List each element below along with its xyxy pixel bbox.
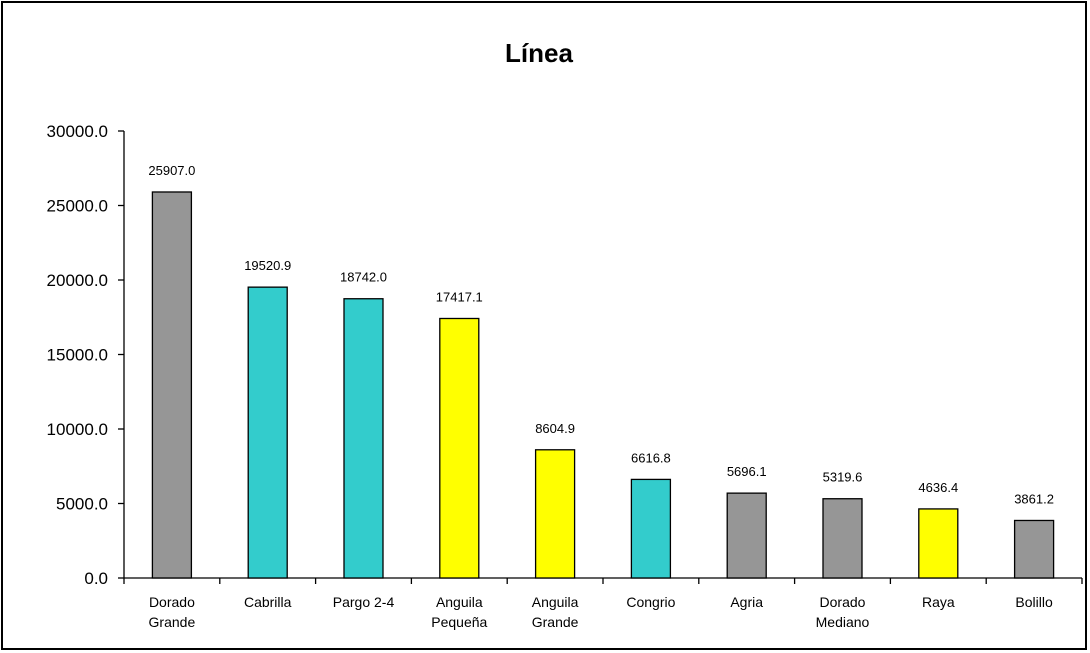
category-label-line: Dorado (149, 594, 195, 610)
data-labels: 25907.0 19520.9 18742.0 17417.1 8604.9 6616.8… (148, 163, 1054, 506)
category-label: Anguila Grande (532, 594, 579, 630)
bars (151, 191, 1055, 579)
bar (822, 498, 863, 579)
bar (439, 317, 480, 579)
category-label-line: Bolillo (1015, 594, 1053, 610)
category-label-line: Dorado (820, 594, 866, 610)
category-label: Cabrilla (244, 594, 292, 610)
x-axis (123, 577, 1083, 584)
category-label-line: Anguila (436, 594, 483, 610)
data-label: 5696.1 (727, 464, 767, 479)
category-label-line: Raya (922, 594, 955, 610)
y-tick-label: 30000.0 (47, 122, 108, 141)
chart-title: Línea (505, 38, 573, 68)
data-label: 19520.9 (244, 258, 291, 273)
category-label-line: Grande (532, 614, 579, 630)
y-tick-label: 20000.0 (47, 271, 108, 290)
y-axis: 0.0 5000.0 10000.0 15000.0 20000.0 25000.0 300… (47, 122, 125, 588)
category-label: Agria (730, 594, 763, 610)
data-label: 5319.6 (823, 470, 863, 485)
category-label-line: Mediano (816, 614, 870, 630)
category-label: Congrio (626, 594, 675, 610)
category-labels: Dorado Grande Cabrilla Pargo 2-4 Anguila Pequ… (149, 594, 1053, 630)
category-label-line: Pargo 2-4 (333, 594, 395, 610)
category-label-line: Anguila (532, 594, 579, 610)
bar (534, 449, 576, 579)
y-tick-label: 5000.0 (56, 495, 108, 514)
data-label: 18742.0 (340, 270, 387, 285)
y-tick-label: 0.0 (84, 569, 108, 588)
category-label-line: Grande (149, 614, 196, 630)
bar (630, 478, 672, 579)
category-label-line: Cabrilla (244, 594, 292, 610)
bar (247, 286, 288, 579)
category-label: Anguila Pequeña (431, 594, 487, 630)
bar (726, 492, 767, 579)
y-tick-label: 10000.0 (47, 420, 108, 439)
category-label: Dorado Mediano (816, 594, 870, 630)
category-label-line: Pequeña (431, 614, 487, 630)
category-label-line: Congrio (626, 594, 675, 610)
bar (343, 298, 384, 579)
bar (1013, 519, 1055, 579)
category-label-line: Agria (730, 594, 763, 610)
data-label: 6616.8 (631, 450, 671, 465)
data-label: 4636.4 (918, 480, 958, 495)
category-label: Raya (922, 594, 955, 610)
category-label: Dorado Grande (149, 594, 196, 630)
y-tick-label: 15000.0 (47, 346, 108, 365)
category-label: Bolillo (1015, 594, 1053, 610)
y-tick-label: 25000.0 (47, 197, 108, 216)
data-label: 8604.9 (535, 421, 575, 436)
category-label: Pargo 2-4 (333, 594, 395, 610)
data-label: 25907.0 (148, 163, 195, 178)
bar (918, 508, 959, 579)
data-label: 17417.1 (436, 289, 483, 304)
data-label: 3861.2 (1014, 491, 1054, 506)
bar (151, 191, 193, 579)
